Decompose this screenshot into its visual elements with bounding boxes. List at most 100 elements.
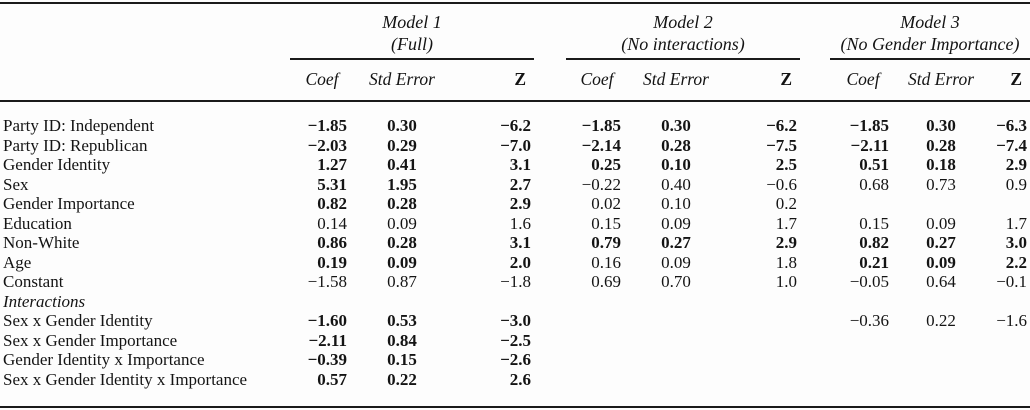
coef-header-m1: Coef: [290, 59, 354, 102]
column-gap: [800, 272, 830, 292]
coef-cell: [830, 370, 896, 408]
column-gap: [534, 331, 566, 351]
se-cell: 0.73: [926, 174, 956, 194]
coef-cell: 0.82: [317, 194, 347, 213]
table-row: Non-White 0.86 0.28 3.1 0.79 0.27 2.9 0.82 0.27 3…: [0, 233, 1030, 253]
stderror-header-m3: Std Error: [896, 59, 987, 102]
se-cell: 0.30: [387, 116, 417, 135]
row-label: Gender Importance: [3, 194, 135, 213]
coef-cell: [566, 292, 628, 312]
model-1-subtitle: (Full): [391, 34, 433, 54]
z-cell: 1.6: [509, 213, 531, 233]
column-gap: [800, 175, 830, 195]
coef-header-m3: Coef: [830, 59, 897, 102]
se-cell: 0.09: [926, 213, 956, 233]
table-row: Sex x Gender Importance −2.11 0.84 −2.5: [0, 331, 1030, 351]
row-label: Sex x Gender Importance: [3, 330, 178, 350]
column-gap: [534, 101, 566, 136]
column-gap: [534, 136, 566, 156]
z-cell: −1.8: [500, 272, 531, 291]
z-cell: −7.0: [500, 135, 531, 155]
table-row: Sex x Gender Identity x Importance 0.57 0.…: [0, 370, 1030, 408]
z-cell: 2.9: [775, 233, 798, 252]
table-row: Sex x Gender Identity −1.60 0.53 −3.0 −0.36 0…: [0, 311, 1030, 331]
row-label: Sex x Gender Identity x Importance: [3, 369, 248, 389]
se-cell: 0.09: [661, 213, 691, 233]
z-cell: 0.2: [775, 194, 798, 213]
z-header-m1: Z: [450, 59, 534, 102]
coef-cell: −2.14: [581, 135, 621, 155]
header-spacer: [0, 3, 290, 59]
coef-cell: 5.31: [317, 174, 347, 194]
group-gap: [534, 3, 566, 59]
coef-cell: [566, 311, 628, 331]
row-label: Party ID: Independent: [3, 116, 155, 135]
z-cell: −6.2: [500, 116, 531, 135]
se-cell: [628, 370, 724, 408]
column-gap: [534, 155, 566, 175]
z-cell: 2.7: [509, 174, 531, 194]
coef-cell: −1.60: [307, 311, 347, 330]
coef-cell: 0.51: [859, 155, 890, 174]
se-cell: 0.41: [387, 155, 417, 174]
se-cell: 0.28: [661, 135, 691, 155]
column-gap: [534, 233, 566, 253]
z-cell: [724, 311, 800, 331]
z-header-m3: Z: [986, 59, 1030, 102]
coef-cell: 0.68: [859, 174, 890, 194]
z-cell: [724, 350, 800, 370]
coef-cell: [830, 331, 896, 351]
z-cell: −2.6: [500, 350, 531, 369]
row-label: Non-White: [3, 233, 80, 252]
column-gap: [800, 233, 830, 253]
coef-header-m2: Coef: [566, 59, 628, 102]
z-cell: [450, 292, 534, 312]
coef-cell: 0.19: [317, 252, 347, 272]
column-gap: [800, 136, 830, 156]
table-row: Gender Identity x Importance −0.39 0.15 −2.…: [0, 350, 1030, 370]
se-cell: 0.10: [661, 155, 691, 174]
table-row: Constant −1.58 0.87 −1.8 0.69 0.70 1.0 −0.05 0.6…: [0, 272, 1030, 292]
se-cell: 0.28: [387, 233, 417, 252]
se-cell: 0.40: [661, 174, 691, 194]
z-cell: [986, 350, 1030, 370]
model-3-name: Model 3: [900, 12, 960, 32]
row-label: Interactions: [3, 291, 86, 311]
coef-cell: 0.14: [317, 213, 347, 233]
se-cell: 0.09: [387, 252, 417, 272]
se-cell: 0.09: [661, 252, 691, 272]
stderror-header-m2: Std Error: [628, 59, 724, 102]
z-header-m2: Z: [724, 59, 801, 102]
z-cell: [986, 194, 1030, 214]
row-label: Education: [3, 213, 72, 233]
coef-cell: −0.05: [849, 272, 890, 291]
coef-cell: 0.79: [591, 233, 621, 252]
coef-cell: −0.22: [581, 174, 621, 194]
z-cell: −6.2: [766, 116, 798, 135]
se-cell: 0.22: [926, 311, 956, 330]
column-gap: [534, 370, 566, 408]
coef-cell: −1.85: [581, 116, 621, 135]
row-label: Gender Identity: [3, 155, 111, 174]
column-gap: [800, 292, 830, 312]
z-cell: [986, 331, 1030, 351]
se-cell: 0.84: [387, 330, 417, 350]
coef-cell: −2.03: [307, 135, 347, 155]
model-header-row: Model 1 (Full) Model 2 (No interactions)…: [0, 3, 1030, 60]
row-label: Sex x Gender Identity: [3, 311, 153, 330]
column-gap: [800, 101, 830, 136]
column-gap: [800, 350, 830, 370]
coef-cell: 0.02: [591, 194, 621, 213]
table-body: Party ID: Independent −1.85 0.30 −6.2 −1.85 0…: [0, 101, 1030, 407]
z-cell: −0.1: [996, 272, 1028, 291]
se-cell: [896, 331, 986, 351]
model-3-header: Model 3 (No Gender Importance): [830, 3, 1030, 60]
z-cell: 3.1: [509, 155, 531, 174]
z-cell: [724, 331, 800, 351]
column-gap: [534, 214, 566, 234]
model-1-header: Model 1 (Full): [290, 3, 534, 60]
column-gap: [800, 214, 830, 234]
z-cell: 2.0: [509, 252, 531, 272]
z-cell: 2.9: [1005, 155, 1028, 174]
